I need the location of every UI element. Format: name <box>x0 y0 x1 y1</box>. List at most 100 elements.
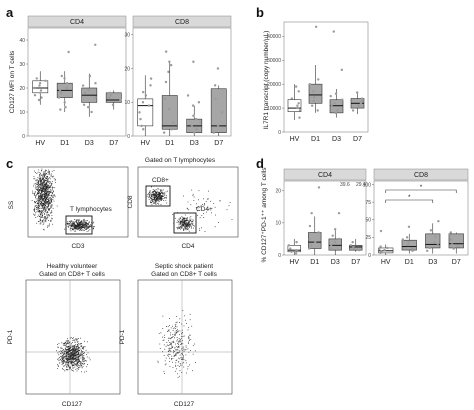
c-tl-event <box>53 178 55 180</box>
c-tl-event <box>38 186 40 188</box>
c-bl-event <box>73 361 75 363</box>
c-br-event <box>185 346 187 348</box>
c-bl-event <box>64 343 65 345</box>
c-tl-event <box>47 203 49 205</box>
c-br-event <box>170 348 171 350</box>
c-bl-event <box>77 359 79 361</box>
c-br-event <box>187 329 189 331</box>
c-bl-event <box>74 341 76 343</box>
c-bl-event <box>67 338 68 340</box>
chart-b: IL7R1 transcript (copy number/µL) 010000… <box>263 21 369 143</box>
c-bl-event <box>75 352 77 354</box>
c-tl-event <box>45 200 47 202</box>
c-bl-event <box>72 348 74 350</box>
c-bl-event <box>82 360 84 362</box>
c-br-event <box>188 338 190 340</box>
c-bl-event <box>80 345 82 347</box>
c-br-event <box>172 330 174 332</box>
b-ytick-label: 20000 <box>267 82 281 88</box>
d-cd8-ytick-label: 0 <box>368 253 371 259</box>
c-bl-event <box>69 368 71 370</box>
c-tl-event <box>46 178 48 179</box>
c-br-event <box>172 340 174 342</box>
c-br-event <box>174 324 176 326</box>
c-tl-event <box>36 193 38 195</box>
c-bl-event <box>62 343 64 345</box>
c-tl-event <box>85 220 87 222</box>
c-tr-event <box>183 195 184 197</box>
c-bl-event <box>61 347 63 349</box>
c-bl-event <box>57 352 59 354</box>
c-tr-event <box>155 202 157 204</box>
c-tl-event <box>46 196 48 198</box>
c-tr-event <box>187 217 189 219</box>
c-br-event <box>179 330 181 332</box>
c-tl-event <box>40 213 42 215</box>
c-bl-event <box>78 361 79 363</box>
c-tl-event <box>74 227 76 229</box>
c-bl-event <box>64 361 65 362</box>
c-bl-event <box>67 362 69 364</box>
c-tl-event <box>44 199 46 201</box>
a-cd4-point <box>119 98 122 102</box>
c-br-event <box>177 342 179 344</box>
c-tl-event <box>41 211 43 213</box>
c-tr-event <box>155 189 157 190</box>
c-tl-event <box>40 217 41 219</box>
b-category-label: D3 <box>332 136 341 143</box>
c-bl-event <box>67 363 69 365</box>
c-bl-event <box>77 349 79 351</box>
c-bl-event <box>66 361 68 363</box>
c-bl-event <box>74 345 76 346</box>
c-tr-event <box>189 217 191 219</box>
c-tl-event <box>45 217 47 219</box>
d-cd8-point <box>434 235 437 238</box>
c-bl-event <box>64 365 66 367</box>
c-tl-event <box>34 211 35 212</box>
d-cd4-ytick-label: 20 <box>275 188 281 194</box>
c-tr-event <box>218 222 219 223</box>
c-tl-event <box>76 224 78 226</box>
c-tr-event <box>186 218 188 220</box>
c-tl-event <box>86 225 87 227</box>
c-tl-event <box>41 170 43 172</box>
c-tl-event <box>43 193 45 194</box>
c-bl-event <box>69 347 71 348</box>
c-br-event <box>187 348 189 350</box>
c-bl-event <box>79 360 81 362</box>
c-br-event <box>172 336 174 337</box>
c-br-xlabel: CD127 <box>174 401 195 408</box>
c-bl-event <box>67 349 68 350</box>
c-br-event <box>170 343 172 345</box>
c-tl-event <box>38 206 40 208</box>
c-tl-event <box>49 208 51 209</box>
c-tl-event <box>51 195 53 196</box>
c-bl-event <box>68 357 70 358</box>
c-bl-event <box>66 366 67 368</box>
c-bl-event <box>82 359 84 361</box>
c-tl-event <box>79 224 81 225</box>
c-tl-event <box>40 213 42 215</box>
c-bl-event <box>57 368 59 370</box>
c-tr-event <box>157 193 159 195</box>
a-cd8-point <box>142 90 145 94</box>
d-cd8-point <box>449 238 452 241</box>
c-tl-event <box>80 229 82 231</box>
c-tl-event <box>42 173 44 175</box>
c-tl-event <box>43 188 44 190</box>
c-tl-event <box>45 194 47 196</box>
c-bl-event <box>68 352 69 353</box>
c-tl-event <box>43 174 44 175</box>
c-tl-event <box>53 200 55 202</box>
c-br-event <box>179 370 181 372</box>
c-tl-event <box>75 225 76 227</box>
c-tl-event <box>83 227 85 228</box>
b-point <box>329 94 332 98</box>
a-cd4-point <box>38 82 42 85</box>
c-tr-event <box>178 225 180 227</box>
c-bl-event <box>70 361 72 362</box>
c-tl-event <box>38 191 39 193</box>
c-bl-event <box>70 356 72 358</box>
c-tl-event <box>38 199 40 201</box>
a-cd4-point <box>33 86 36 90</box>
